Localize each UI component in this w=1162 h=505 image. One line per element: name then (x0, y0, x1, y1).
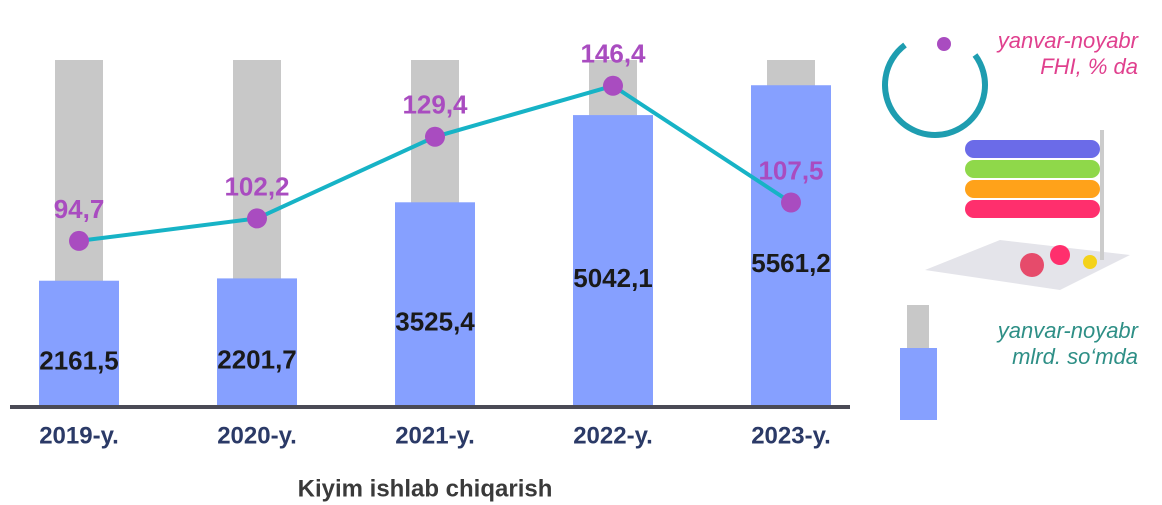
legend-gray (907, 305, 929, 350)
legend-marker (937, 37, 951, 51)
bar-value-label: 2161,5 (39, 346, 119, 376)
legend-swatch (900, 348, 937, 420)
chart-title: Kiyim ishlab chiqarish (298, 475, 553, 502)
x-tick-label: 2021-y. (395, 422, 475, 449)
line-value-label: 146,4 (580, 39, 646, 69)
line-marker (247, 208, 267, 229)
bar-value-label: 2201,7 (217, 345, 297, 375)
line-marker (781, 192, 801, 213)
line-marker (603, 75, 623, 96)
bar-value-label: 5561,2 (751, 248, 831, 278)
bar (751, 85, 831, 405)
x-tick-label: 2022-y. (573, 422, 653, 449)
legend-label: yanvar-noyabr mlrd. so‘mda (997, 318, 1138, 369)
line-marker (425, 126, 445, 147)
line-value-label: 129,4 (402, 90, 468, 120)
legend-label: yanvar-noyabr FHI, % da (997, 28, 1138, 79)
line-value-label: 107,5 (758, 155, 823, 185)
bar (39, 280, 119, 405)
spool-icon (925, 130, 1130, 290)
line-marker (69, 230, 89, 251)
legend-icon-ring (882, 42, 988, 138)
bar (395, 202, 475, 405)
bar (573, 115, 653, 405)
bar (217, 278, 297, 405)
x-tick-label: 2019-y. (39, 422, 119, 449)
bar-value-label: 3525,4 (395, 307, 475, 337)
x-tick-label: 2023-y. (751, 422, 831, 449)
bar-value-label: 5042,1 (573, 263, 653, 293)
x-tick-label: 2020-y. (217, 422, 297, 449)
line-value-label: 102,2 (224, 171, 289, 201)
line-value-label: 94,7 (54, 194, 105, 224)
